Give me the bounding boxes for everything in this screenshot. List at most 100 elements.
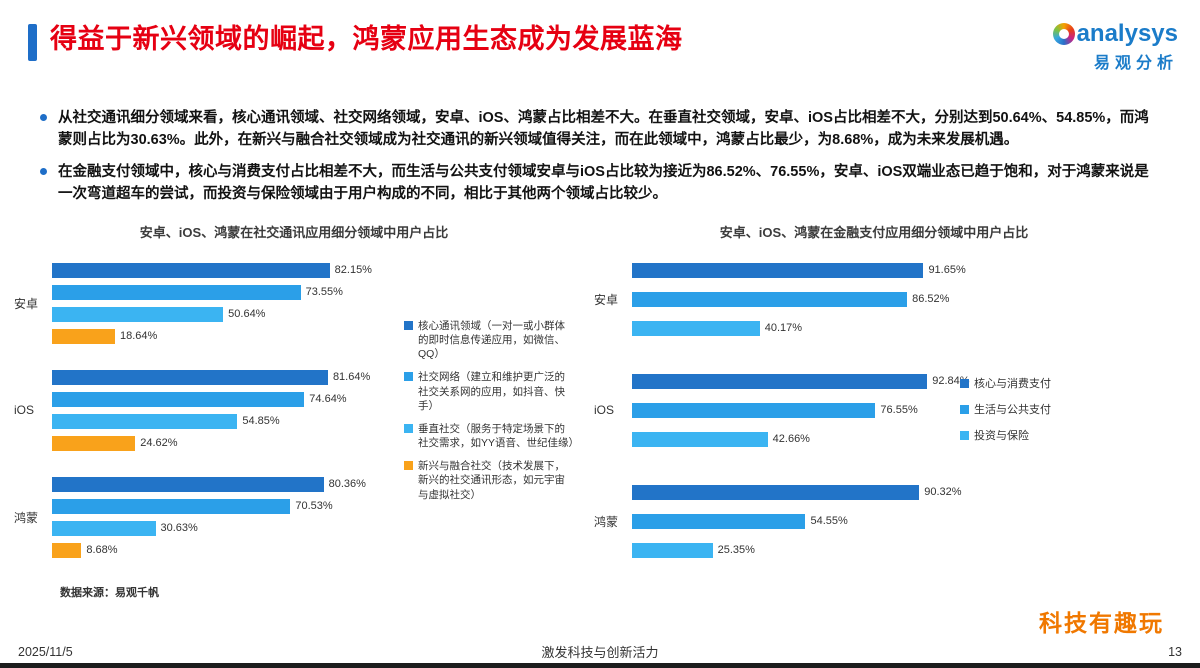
bar — [632, 484, 920, 500]
value-label: 24.62% — [140, 437, 178, 450]
value-label: 42.66% — [772, 433, 810, 446]
value-label: 90.32% — [924, 486, 962, 499]
value-label: 8.68% — [86, 544, 118, 557]
watermark: 科技有趣玩 — [1039, 610, 1164, 636]
header: 得益于新兴领域的崛起，鸿蒙应用生态成为发展蓝海 analysys 易观分析 — [0, 0, 1200, 73]
bottom-edge-bar — [0, 663, 1200, 668]
bar-row: 25.35% — [632, 542, 950, 558]
legend-label: 生活与公共支付 — [974, 403, 1051, 416]
bar-row: 92.84% — [632, 373, 970, 389]
page-title: 得益于新兴领域的崛起，鸿蒙应用生态成为发展蓝海 — [50, 24, 683, 54]
bar-row: 80.36% — [52, 476, 390, 492]
legend-label: 新兴与融合社交（技术发展下，新兴的社交通讯形态，如元宇宙与虚拟社交） — [418, 460, 565, 501]
bar — [632, 513, 806, 529]
bar-group: 安卓 82.15% 73.55% 50.64% 18.64% — [14, 262, 390, 344]
bar — [632, 542, 713, 558]
bar-row: 18.64% — [52, 328, 390, 344]
bullet-item-2: 在金融支付领域中，核心与消费支付占比相差不大，而生活与公共支付领域安卓与iOS占… — [40, 161, 1162, 206]
value-label: 70.53% — [295, 500, 333, 513]
plot-area: 安卓 82.15% 73.55% 50.64% 18.64% iOS 81.64% 74.64… — [14, 262, 390, 558]
legend-item: 生活与公共支付 — [960, 403, 1070, 418]
bar-row: 24.62% — [52, 435, 390, 451]
legend-swatch-icon — [960, 404, 969, 414]
legend-item: 核心通讯领域（一对一或小群体的即时信息传递应用，如微信、QQ） — [404, 319, 574, 362]
bar-row: 40.17% — [632, 320, 950, 336]
bar — [52, 520, 156, 536]
logo-wordmark: analysys — [1052, 20, 1178, 47]
value-label: 50.64% — [228, 308, 266, 321]
chart-social-communication: 安卓、iOS、鸿蒙在社交通讯应用细分领域中用户占比安卓 82.15% 73.55% 5… — [0, 222, 580, 558]
bullet-text: 在金融支付领域中，核心与消费支付占比相差不大，而生活与公共支付领域安卓与iOS占… — [58, 163, 1149, 203]
category-label: 安卓 — [594, 292, 619, 307]
category-label: 鸿蒙 — [14, 510, 39, 525]
chart-title: 安卓、iOS、鸿蒙在社交通讯应用细分领域中用户占比 — [139, 224, 449, 240]
bar — [632, 402, 876, 418]
bar — [632, 320, 760, 336]
value-label: 18.64% — [120, 330, 158, 343]
bar — [52, 306, 224, 322]
legend-swatch-icon — [404, 320, 413, 330]
bar — [632, 431, 768, 447]
legend-swatch-icon — [960, 430, 969, 440]
bar — [632, 291, 908, 307]
bar — [52, 542, 82, 558]
bar-row: 82.15% — [52, 262, 390, 278]
logo-chinese-name: 易观分析 — [1093, 55, 1178, 72]
legend-label: 核心与消费支付 — [974, 378, 1051, 391]
legend-item: 垂直社交（服务于特定场景下的社交需求，如YY语音、世纪佳缘） — [404, 422, 579, 450]
legend-swatch-icon — [404, 423, 413, 433]
bar-group: 安卓 91.65% 86.52% 40.17% — [594, 262, 966, 336]
legend-item: 社交网络（建立和维护更广泛的社交关系网的应用，如抖音、快手） — [404, 370, 574, 413]
chart-finance-payment: 安卓、iOS、鸿蒙在金融支付应用细分领域中用户占比安卓 91.65% 86.52% 4… — [580, 222, 1160, 558]
category-label: iOS — [594, 403, 615, 418]
bar-row: 74.64% — [52, 391, 390, 407]
bar-group: 鸿蒙 90.32% 54.55% 25.35% — [594, 484, 962, 558]
bar-row: 50.64% — [52, 306, 390, 322]
bar — [52, 262, 330, 278]
summary-bullets: 从社交通讯细分领域来看，核心通讯领域、社交网络领域，安卓、iOS、鸿蒙占比相差不… — [40, 107, 1162, 206]
logo-text: analysys — [1076, 20, 1178, 47]
bar-group: 鸿蒙 80.36% 70.53% 30.63% 8.68% — [14, 476, 390, 558]
value-label: 54.85% — [242, 415, 280, 428]
bar — [52, 284, 301, 300]
value-label: 73.55% — [305, 286, 343, 299]
value-label: 54.55% — [810, 515, 848, 528]
bar — [52, 328, 115, 344]
page-number: 13 — [1168, 644, 1182, 659]
bar-row: 54.55% — [632, 513, 950, 529]
value-label: 86.52% — [912, 293, 950, 306]
data-source-note: 数据来源：易观千帆 — [60, 586, 159, 599]
bar — [52, 435, 136, 451]
value-label: 80.36% — [328, 478, 366, 491]
legend: 核心与消费支付 生活与公共支付 投资与保险 — [960, 377, 1070, 444]
value-label: 40.17% — [764, 322, 803, 335]
bullet-item-1: 从社交通讯细分领域来看，核心通讯领域、社交网络领域，安卓、iOS、鸿蒙占比相差不… — [40, 107, 1162, 152]
bullet-dot-icon — [40, 167, 47, 175]
legend-label: 投资与保险 — [974, 429, 1029, 442]
chart-title: 安卓、iOS、鸿蒙在金融支付应用细分领域中用户占比 — [719, 224, 1029, 240]
legend-item: 核心与消费支付 — [960, 377, 1070, 392]
bar-group: iOS 81.64% 74.64% 54.85% 24.62% — [14, 369, 390, 451]
value-label: 81.64% — [332, 371, 371, 384]
bar — [52, 391, 305, 407]
value-label: 82.15% — [334, 264, 372, 277]
bar — [52, 369, 328, 385]
bar-row: 8.68% — [52, 542, 390, 558]
category-label: 鸿蒙 — [594, 514, 619, 529]
value-label: 76.55% — [880, 404, 918, 417]
bar-group: iOS 92.84% 76.55% 42.66% — [594, 373, 970, 447]
category-label: 安卓 — [14, 296, 39, 311]
bar — [632, 373, 928, 389]
analysys-logo: analysys 易观分析 — [1052, 20, 1186, 73]
bar — [52, 476, 324, 492]
category-label: iOS — [14, 403, 35, 418]
footer-date: 2025/11/5 — [18, 644, 73, 659]
bar-row: 42.66% — [632, 431, 950, 447]
value-label: 91.65% — [928, 264, 966, 277]
legend-swatch-icon — [404, 461, 413, 471]
bar-row: 70.53% — [52, 498, 390, 514]
bar — [632, 262, 924, 278]
bar-row: 30.63% — [52, 520, 390, 536]
legend: 核心通讯领域（一对一或小群体的即时信息传递应用，如微信、QQ） 社交网络（建立和维… — [404, 319, 579, 502]
